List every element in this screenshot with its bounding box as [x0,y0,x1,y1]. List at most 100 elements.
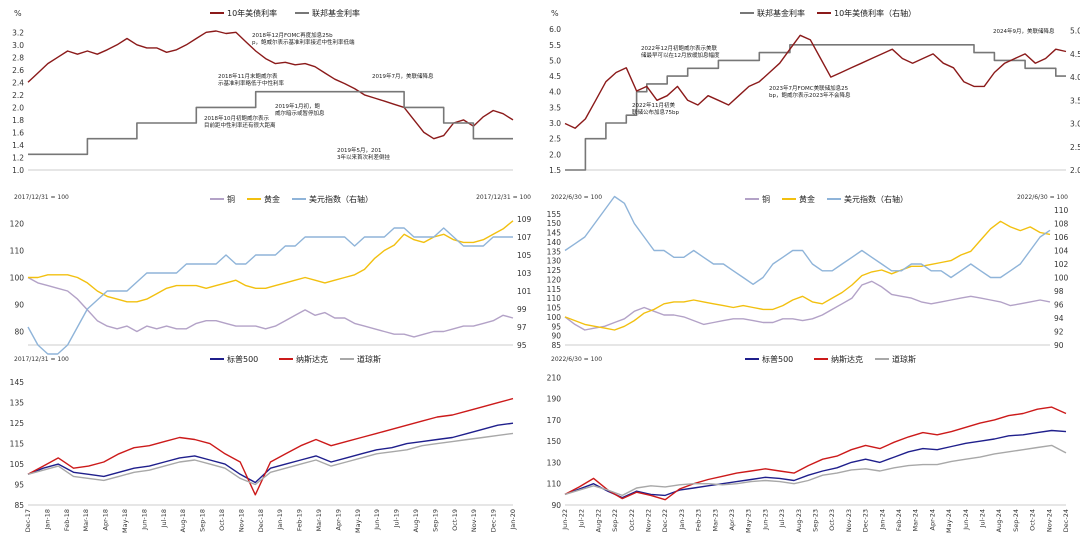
c4-series-0-line [564,280,1051,331]
c1-series-0-line [27,30,514,140]
c6-xtick-24: Jun-24 [962,509,970,531]
c5-series-0-line [27,422,514,484]
c2-ytick-2: 2.5 [549,135,561,144]
c2-ytick-right-5: 4.5 [1070,50,1080,59]
c4-ytick-right-1: 92 [1054,328,1064,337]
c6-xtick-22: Apr-24 [928,509,936,530]
c4-base-label-right: 2022/6/30 = 100 [1017,194,1068,201]
c2-ytick-right-6: 5.0 [1070,27,1080,36]
c2-annotation-1: 2022年11月初美联储公布加息75bp [632,101,679,116]
c5-xtick-20: Aug-19 [412,509,420,532]
c2-annotation-3: 2024年9月，美联储降息 [993,27,1055,35]
c4-ytick-right-9: 108 [1054,220,1069,229]
c3-legend-label-1: 黄金 [264,194,280,204]
c5-xtick-0: Dec-17 [24,509,32,532]
c5-xtick-14: Feb-19 [296,509,304,531]
c5-xtick-7: Jul-18 [160,509,168,528]
c3-ytick-right-1: 97 [517,323,527,332]
c6-ytick-0: 90 [551,501,561,510]
c1-ytick-4: 1.8 [12,116,24,125]
c1-annotation-5: 2019年7月，美联储降息 [372,72,434,80]
c1-ytick-2: 1.4 [12,141,24,150]
c5-xtick-15: Mar-19 [315,509,323,531]
c4-ytick-4: 105 [547,304,562,313]
c4-legend-label-2: 美元指数（右轴） [844,194,908,204]
c5-xtick-24: Dec-19 [490,509,498,532]
c6-legend-label-1: 纳斯达克 [831,354,863,364]
c1-ytick-6: 2.2 [12,91,24,100]
c4-ytick-14: 155 [547,210,562,219]
c1-ytick-7: 2.4 [12,78,24,87]
c2-annotation-0: 2022年12月初鲍威尔表示美联储最早可以在12月放缓加息幅度 [641,44,720,59]
c2-ytick-8: 5.5 [549,41,561,50]
c5-base-label: 2017/12/31 = 100 [14,356,69,363]
c2-annotation-2: 2023年7月FOMC美联储加息25 bp，鲍威尔表示2023年不会降息 [769,84,851,99]
c3-ytick-right-2: 99 [517,305,527,314]
c5-legend-label-1: 纳斯达克 [296,354,328,364]
c6-xtick-9: Mar-23 [711,509,719,531]
c3-ytick-right-5: 105 [517,251,532,260]
c1-ytick-8: 2.6 [12,66,24,75]
c5-legend-label-2: 道琼斯 [357,354,381,364]
c6-series-0-line [564,429,1067,499]
c2-ytick-right-3: 3.5 [1070,96,1080,105]
c1-annotation-4: 2019年5月，201 3年以来首次利差倒挂 [337,146,390,161]
c3-ytick-right-3: 101 [517,287,532,296]
c1-annotation-2: 2018年10月初鲍威尔表示目前距中性利率还有很大距离 [204,114,276,129]
c3-base-label-right: 2017/12/31 = 100 [476,194,531,201]
c4-ytick-right-8: 106 [1054,233,1069,242]
c5-ytick-4: 125 [10,419,25,428]
c6-xtick-16: Oct-23 [828,509,836,531]
c5-series-2-line [27,432,514,486]
c4-ytick-right-4: 98 [1054,287,1064,296]
c2-ytick-0: 1.5 [549,166,561,175]
c4-ytick-3: 100 [547,313,562,322]
c3-base-label: 2017/12/31 = 100 [14,194,69,201]
c4-ytick-0: 85 [551,341,561,350]
c3-series-1-line [28,220,514,303]
c1-annotation-1: 2018年11月末鲍威尔表示基准利率略低于中性利率 [218,72,285,87]
c6-ytick-4: 170 [547,416,562,425]
c5-xtick-23: Nov-19 [470,509,478,532]
c2-ytick-right-4: 4.0 [1070,73,1080,82]
c6-xtick-17: Nov-23 [845,509,853,532]
c5-xtick-4: Apr-18 [102,509,110,530]
c6-xtick-13: Jul-23 [778,509,786,528]
c4-ytick-11: 140 [547,238,562,247]
c2-series-1-line [564,34,1067,129]
c6-xtick-29: Nov-24 [1045,509,1053,532]
c2-ytick-5: 4.0 [549,88,561,97]
c6-xtick-21: Mar-24 [912,509,920,531]
c5-xtick-25: Jan-20 [509,509,517,531]
c5-xtick-9: Sep-18 [199,509,207,532]
c5-ytick-5: 135 [10,399,25,408]
c3-ytick-4: 120 [10,220,25,229]
c4-ytick-right-5: 100 [1054,274,1069,283]
c6-legend-label-0: 标普500 [762,354,793,364]
c6-ytick-5: 190 [547,395,562,404]
c1-ytick-10: 3.0 [12,41,24,50]
c6-xtick-19: Jan-24 [878,509,886,531]
c4-ytick-right-2: 94 [1054,314,1064,323]
c4-ytick-right-10: 110 [1054,206,1069,215]
c5-ytick-2: 105 [10,460,25,469]
c5-xtick-18: Jun-19 [373,509,381,531]
c5-ytick-6: 145 [10,378,25,387]
c1-annotation-0: 2018年12月FOMC再度加息25b p，鲍威尔表示基准利率接近中性利率低端 [252,31,355,46]
c6-xtick-10: Apr-23 [728,509,736,530]
c6-xtick-15: Sep-23 [812,509,820,532]
c6-xtick-4: Oct-22 [628,509,636,531]
c4-ytick-8: 125 [547,266,562,275]
c4-ytick-1: 90 [551,332,561,341]
c1-ytick-5: 2.0 [12,103,24,112]
c4-ytick-13: 150 [547,219,562,228]
c3-series-0-line [27,276,514,338]
c4-ytick-12: 145 [547,229,562,238]
c2-legend-label-1: 10年美债利率（右轴） [834,8,916,18]
c6-ytick-2: 130 [547,458,562,467]
c2-ytick-3: 3.0 [549,119,561,128]
c4-ytick-5: 110 [547,294,562,303]
c2-ytick-1: 2.0 [549,150,561,159]
c6-xtick-8: Feb-23 [695,509,703,531]
c6-xtick-30: Dec-24 [1062,509,1070,532]
